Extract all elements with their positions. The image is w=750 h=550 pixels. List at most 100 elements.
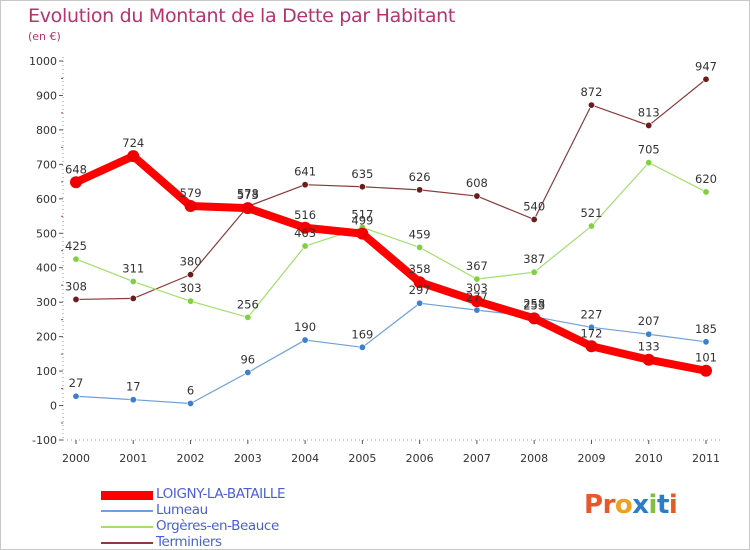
data-point [587,323,595,331]
data-label: 297 [409,283,431,297]
data-point [356,227,369,240]
x-tick-label: 2006 [406,452,434,465]
data-label: 367 [466,259,488,273]
y-tick-label: 700 [36,158,57,171]
data-point [129,278,137,286]
legend-swatch [101,510,153,512]
series-line [75,302,707,405]
data-point [416,186,424,194]
data-point [700,364,712,377]
legend-swatch [101,542,153,544]
data-label: 635 [351,167,373,181]
x-tick-label: 2008 [520,452,548,465]
data-label: 516 [294,208,316,222]
data-point [129,396,137,404]
chart-title: Evolution du Montant de la Dette par Hab… [28,5,456,27]
data-point [530,268,538,276]
data-point [587,222,595,230]
data-label: 101 [695,351,717,365]
data-point [299,221,312,234]
data-point [187,271,195,279]
y-tick-label: 200 [36,331,57,344]
data-label: 380 [180,255,202,269]
y-tick-label: 600 [36,193,57,206]
data-point [70,176,82,189]
data-point [187,399,195,407]
data-point [645,121,653,129]
data-label: 872 [580,85,602,99]
y-tick-label: 800 [36,124,57,137]
legend-label: Terminiers [156,534,222,550]
y-tick-label: 100 [36,365,57,378]
data-label: 190 [294,320,316,334]
data-point [184,200,197,213]
data-label: 459 [409,227,431,241]
data-label: 253 [523,298,545,312]
series-line [75,78,707,301]
data-label: 517 [351,207,373,221]
chart-legend: LOIGNY-LA-BATAILLE Lumeau Orgères-en-Beauc… [101,486,421,550]
y-tick-label: 400 [36,262,57,275]
data-point [528,312,541,325]
data-label: 96 [240,352,255,366]
data-point [645,330,653,338]
series-line [75,162,707,318]
data-point [358,343,366,351]
data-point [358,183,366,191]
y-tick-label: 0 [50,400,57,413]
data-label: 303 [180,281,202,295]
data-point [645,159,653,167]
data-label: 425 [65,239,87,253]
data-point [241,202,254,215]
data-label: 648 [65,162,87,176]
data-point [473,192,481,200]
x-tick-label: 2004 [291,452,319,465]
data-label: 169 [351,327,373,341]
data-label: 387 [523,252,545,266]
data-point [585,340,598,353]
x-tick-label: 2000 [62,452,90,465]
data-point [127,150,140,163]
data-point [72,295,80,303]
legend-label: Orgères-en-Beauce [156,518,279,534]
legend-item: Orgères-en-Beauce [101,518,421,535]
data-point [413,276,426,289]
x-tick-label: 2005 [348,452,376,465]
data-label: 6 [187,383,194,397]
data-point [470,295,483,308]
data-point [587,101,595,109]
data-label: 608 [466,176,488,190]
data-label: 133 [638,340,660,354]
data-label: 641 [294,165,316,179]
legend-swatch [101,526,153,528]
data-point [72,255,80,263]
legend-item: LOIGNY-LA-BATAILLE [101,486,421,503]
data-point [702,75,710,83]
chart-unit-label: (en €) [28,30,61,43]
data-label: 256 [237,297,259,311]
y-tick-label: 900 [36,89,57,102]
data-point [702,338,710,346]
data-point [187,297,195,305]
x-tick-label: 2011 [692,452,720,465]
data-label: 724 [122,136,144,150]
data-point [416,299,424,307]
x-tick-label: 2009 [577,452,605,465]
data-point [301,242,309,250]
y-tick-label: 500 [36,227,57,240]
data-point [72,392,80,400]
data-point [301,181,309,189]
data-label: 308 [65,279,87,293]
data-point [129,294,137,302]
data-label: 579 [180,186,202,200]
proxiti-logo: Proxiti [584,490,678,520]
data-label: 258 [523,297,545,311]
y-tick-label: 300 [36,296,57,309]
data-point [473,306,481,314]
data-label: 303 [466,281,488,295]
data-point [473,275,481,283]
data-label: 813 [638,105,660,119]
data-label: 573 [237,188,259,202]
